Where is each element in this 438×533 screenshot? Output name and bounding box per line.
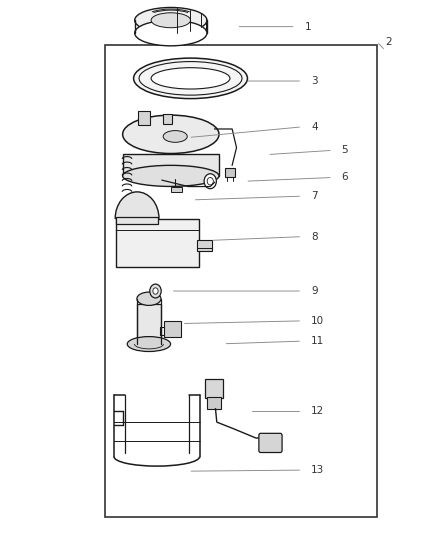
Text: 5: 5 [342,146,348,155]
Ellipse shape [137,292,161,305]
FancyBboxPatch shape [197,240,212,251]
Bar [137,304,161,344]
FancyBboxPatch shape [259,433,282,453]
FancyBboxPatch shape [116,217,158,224]
Text: 10: 10 [311,316,324,326]
Text: 12: 12 [311,407,324,416]
Bar [116,219,199,266]
FancyBboxPatch shape [163,114,172,124]
Circle shape [153,288,158,294]
FancyBboxPatch shape [207,397,221,409]
Circle shape [204,174,216,189]
Text: 2: 2 [385,37,392,46]
Ellipse shape [123,115,219,154]
Wedge shape [115,192,159,219]
Text: 4: 4 [311,122,318,132]
Text: 9: 9 [311,286,318,296]
Ellipse shape [135,20,207,46]
FancyBboxPatch shape [171,187,182,192]
FancyBboxPatch shape [205,379,223,398]
Text: 3: 3 [311,76,318,86]
Ellipse shape [163,131,187,142]
Text: 6: 6 [342,173,348,182]
Text: 13: 13 [311,465,324,475]
Ellipse shape [151,13,191,28]
Ellipse shape [134,58,247,99]
FancyBboxPatch shape [138,111,150,125]
Circle shape [207,177,213,185]
Ellipse shape [151,68,230,89]
Ellipse shape [127,337,171,352]
FancyBboxPatch shape [225,168,235,177]
Ellipse shape [123,165,219,187]
Bar [123,154,219,176]
Text: 7: 7 [311,191,318,201]
Text: 1: 1 [304,22,311,31]
Ellipse shape [135,7,207,33]
Text: 8: 8 [311,232,318,241]
Text: 11: 11 [311,336,324,346]
Ellipse shape [139,62,242,95]
Bar [105,45,377,517]
FancyBboxPatch shape [165,321,181,337]
Circle shape [150,284,161,298]
